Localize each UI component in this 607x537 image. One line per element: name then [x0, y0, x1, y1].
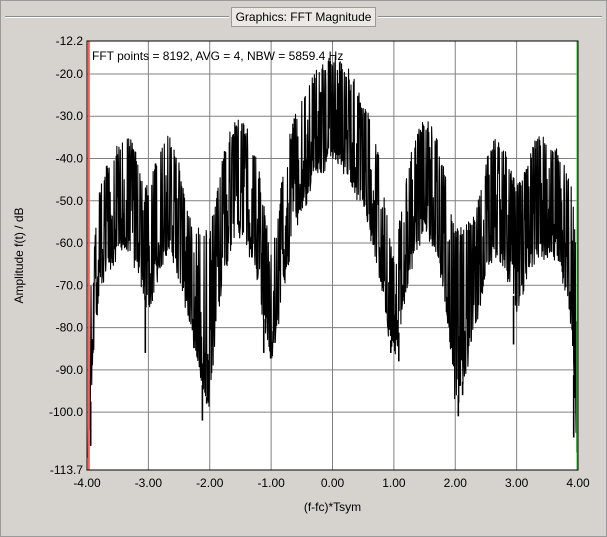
x-tick-label: -3.00: [135, 476, 163, 490]
x-tick-label: 0.00: [321, 476, 345, 490]
x-tick-label: 2.00: [444, 476, 468, 490]
x-tick-label: 3.00: [505, 476, 529, 490]
x-tick-label: -2.00: [196, 476, 224, 490]
marker-layer: [87, 41, 579, 470]
x-tick-label: 1.00: [382, 476, 406, 490]
title-rule-right: [378, 16, 602, 18]
fft-magnitude-chart[interactable]: FFT points = 8192, AVG = 4, NBW = 5859.4…: [5, 29, 602, 532]
y-tick-label: -113.7: [50, 463, 83, 477]
fft-settings-annotation: FFT points = 8192, AVG = 4, NBW = 5859.4…: [92, 49, 343, 63]
window-title: Graphics: FFT Magnitude: [230, 7, 377, 27]
trace-layer: [87, 56, 578, 458]
y-tick-label: -50.0: [56, 194, 84, 208]
y-tick-labels: -12.2 -20.0 -30.0 -40.0 -50.0 -60.0 -70.0 -80.0…: [49, 34, 83, 477]
y-tick-label: -70.0: [56, 278, 84, 292]
y-tick-label: -60.0: [56, 236, 84, 250]
x-tick-labels: -4.00 -3.00 -2.00 -1.00 0.00 1.00 2.00 3.00 4.00: [73, 476, 590, 490]
plot-border: [86, 40, 579, 471]
title-rule-left: [5, 16, 229, 18]
y-tick-label: -30.0: [56, 109, 84, 123]
spectrum-trace: [87, 56, 578, 458]
y-tick-label: -12.2: [56, 34, 84, 48]
x-axis-label: (f-fc)*Tsym: [304, 500, 361, 514]
y-tick-label: -40.0: [56, 151, 84, 165]
plot-host: FFT points = 8192, AVG = 4, NBW = 5859.4…: [5, 29, 602, 532]
x-tick-label: -4.00: [73, 476, 101, 490]
y-tick-label: -90.0: [56, 363, 84, 377]
y-tick-label: -80.0: [56, 321, 84, 335]
window-titlebar: Graphics: FFT Magnitude: [5, 5, 602, 29]
x-tick-label: 4.00: [566, 476, 590, 490]
x-tick-label: -1.00: [257, 476, 285, 490]
y-tick-label: -20.0: [56, 67, 84, 81]
y-axis-label: Amplitude f(t) / dB: [12, 207, 26, 303]
y-tick-label: -100.0: [49, 405, 83, 419]
